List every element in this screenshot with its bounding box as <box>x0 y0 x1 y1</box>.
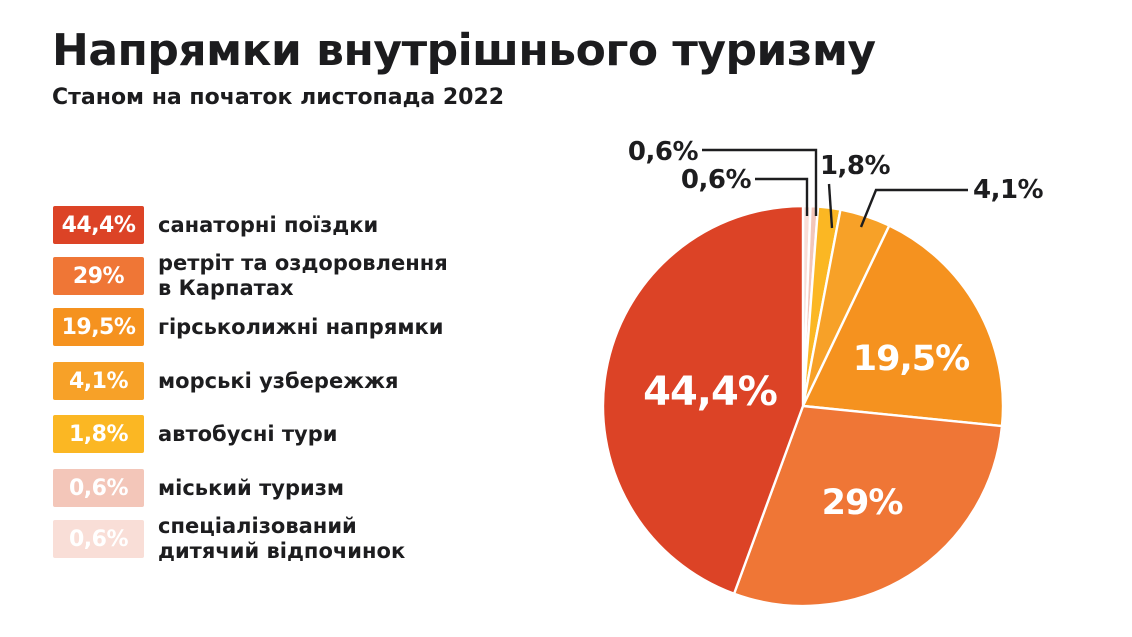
legend-label-line: гірськолижні напрямки <box>158 314 444 339</box>
legend-label-line: морські узбережжя <box>158 368 399 393</box>
legend-row-kids: 0,6% спеціалізований дитячий відпочинок <box>53 514 405 563</box>
callout-label-bus: 1,8% <box>820 151 891 181</box>
legend-row-sea: 4,1% морські узбережжя <box>53 362 398 400</box>
callout-line-kids <box>755 177 809 216</box>
legend-label: санаторні поїздки <box>158 213 378 238</box>
legend-label: спеціалізований дитячий відпочинок <box>158 514 405 564</box>
pie-value-label-ski: 19,5% <box>853 339 969 379</box>
legend-badge: 4,1% <box>53 362 144 400</box>
pie-slice-ski <box>801 224 1005 428</box>
legend-label: міський туризм <box>158 476 344 501</box>
legend-row-sanatorni: 44,4% санаторні поїздки <box>53 206 378 244</box>
callout-label-sea: 4,1% <box>973 175 1044 205</box>
legend-label-line: автобусні тури <box>158 421 338 446</box>
legend-label-line: в Карпатах <box>158 276 294 300</box>
pie-slice-sanatorni <box>601 204 805 595</box>
legend-label: автобусні тури <box>158 422 337 447</box>
header: Напрямки внутрішнього туризму Станом на … <box>52 24 876 111</box>
callout-line-bus <box>827 183 834 229</box>
pie-value-label-retreat: 29% <box>822 483 903 523</box>
legend-badge: 29% <box>53 257 144 295</box>
legend-row-retreat: 29% ретріт та оздоровлення в Карпатах <box>53 251 448 300</box>
pie-value-label-sanatorni: 44,4% <box>643 369 777 415</box>
legend-badge: 19,5% <box>53 308 144 346</box>
callout-label-city: 0,6% <box>628 137 699 167</box>
legend-label: ретріт та оздоровлення в Карпатах <box>158 251 448 301</box>
legend-label-line: дитячий відпочинок <box>158 539 406 563</box>
legend-label-line: спеціалізований <box>158 514 357 538</box>
callout-line-city <box>702 148 818 216</box>
page-subtitle: Станом на початок листопада 2022 <box>52 85 505 110</box>
legend-badge: 0,6% <box>53 520 144 558</box>
callout-label-kids: 0,6% <box>681 165 752 195</box>
legend-label-line: ретріт та оздоровлення <box>158 251 448 275</box>
legend-badge: 44,4% <box>53 206 144 244</box>
legend-label-line: санаторні поїздки <box>158 212 379 237</box>
legend-badge: 1,8% <box>53 415 144 453</box>
pie-slice-retreat <box>732 404 1004 608</box>
page-title: Напрямки внутрішнього туризму <box>52 25 876 76</box>
legend-row-city: 0,6% міський туризм <box>53 469 344 507</box>
legend-row-bus: 1,8% автобусні тури <box>53 415 337 453</box>
legend-badge: 0,6% <box>53 469 144 507</box>
legend-label: морські узбережжя <box>158 369 398 394</box>
legend-row-ski: 19,5% гірськолижні напрямки <box>53 308 443 346</box>
callout-line-sea <box>859 188 968 228</box>
legend-label-line: міський туризм <box>158 475 345 500</box>
legend-label: гірськолижні напрямки <box>158 315 443 340</box>
